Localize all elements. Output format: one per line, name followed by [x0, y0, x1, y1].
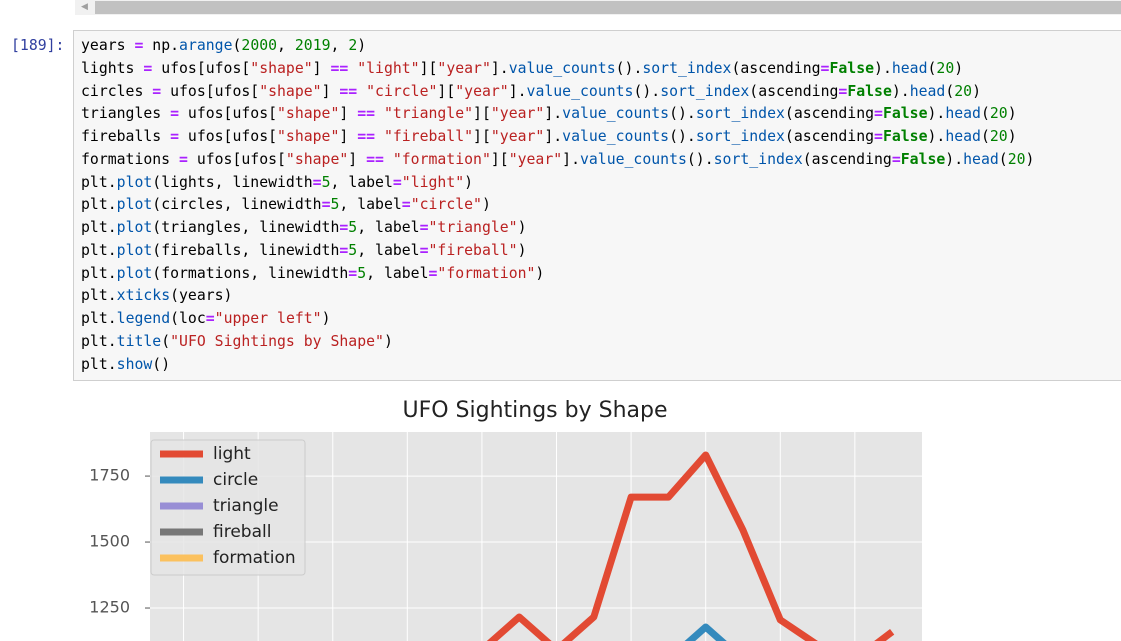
code-line: years = np.arange(2000, 2019, 2) — [81, 37, 367, 54]
legend-box — [150, 439, 306, 576]
series-line — [684, 623, 727, 641]
code-line: plt.plot(circles, linewidth=5, label="ci… — [81, 196, 491, 214]
code-line: plt.xticks(years) — [81, 287, 233, 305]
code-cell[interactable] — [73, 30, 1121, 381]
legend-label: light — [213, 444, 251, 464]
y-tick-label: 1250 — [89, 598, 130, 617]
scrollbar[interactable]: ◀ — [75, 0, 1121, 15]
y-tick-label: 1500 — [89, 532, 130, 551]
prompt: [189]: — [11, 37, 65, 54]
legend-label: formation — [213, 548, 296, 568]
chart-title: UFO Sightings by Shape — [402, 398, 667, 423]
y-tick-label: 1750 — [89, 466, 130, 485]
code-line: circles = ufos[ufos["shape"] == "circle"… — [81, 82, 982, 100]
legend-label: circle — [213, 470, 258, 490]
series-line — [486, 451, 895, 641]
code-line: triangles = ufos[ufos["shape"] == "trian… — [81, 105, 1017, 123]
code: years = np.arange(2000, 2019, 2) lights =… — [81, 35, 1034, 376]
legend-label: fireball — [213, 522, 271, 542]
chart: UFO Sightings by Shape 1250 1500 1750 light… — [89, 398, 922, 641]
code-line: plt.show() — [81, 355, 171, 373]
code-line: plt.title("UFO Sightings by Shape") — [81, 332, 393, 350]
code-line: formations = ufos[ufos["shape"] == "form… — [81, 150, 1035, 168]
code-line: plt.plot(formations, linewidth=5, label=… — [81, 264, 545, 282]
code-line: plt.plot(lights, linewidth=5, label="lig… — [81, 173, 474, 191]
code-line: lights = ufos[ufos["shape"] == "light"][… — [81, 59, 964, 77]
legend-label: triangle — [213, 496, 279, 516]
code-line: plt.legend(loc="upper left") — [81, 310, 331, 327]
code-line: plt.plot(triangles, linewidth=5, label="… — [81, 219, 527, 236]
code-line: fireballs = ufos[ufos["shape"] == "fireb… — [81, 128, 1017, 145]
code-line: plt.plot(fireballs, linewidth=5, label="… — [81, 241, 527, 259]
